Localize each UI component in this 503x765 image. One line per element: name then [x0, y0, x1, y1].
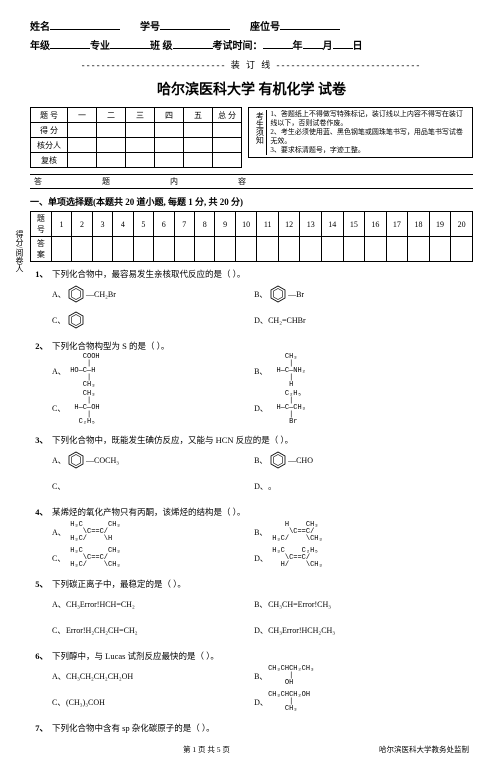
option: D、CH₂=CHBr — [254, 308, 456, 332]
option: B、CH₃CH=Error!CH₃ — [254, 592, 456, 616]
question: 2、下列化合物构型为 S 的是（ ）。 — [30, 340, 473, 352]
option: C、 H₃C CH₃ \C==C/ H₃C/ \CH₃ — [52, 546, 254, 570]
question: 1、下列化合物中，最容易发生亲核取代反应的是（ ）。 — [30, 268, 473, 280]
examtime-label: 考试时间： — [213, 37, 263, 52]
option: A、 COOH | HO—C—H | CH₃ — [52, 354, 254, 389]
grade-label: 年级 — [30, 37, 50, 52]
option: C、 CH₃ | H—C—OH | C₂H₅ — [52, 391, 254, 426]
option: C、Error!H₂CH₂CH=CH₂ — [52, 618, 254, 642]
id-label: 学号 — [140, 18, 160, 33]
page-number: 第 1 页 共 5 页 — [183, 744, 230, 755]
class-label: 班 级 — [150, 37, 173, 52]
seat-label: 座位号 — [250, 18, 280, 33]
option: C、 — [52, 474, 254, 498]
question: 5、下列碳正离子中，最稳定的是（ ）。 — [30, 578, 473, 590]
option: D、 C₂H₅ | H—C—CH₃ | Br — [254, 391, 456, 426]
question: 6、下列醇中，与 Lucas 试剂反应最快的是（ ）。 — [30, 650, 473, 662]
option: D、CH₃Error!HCH₂CH₃ — [254, 618, 456, 642]
name-blank — [50, 18, 120, 30]
option: B、 CH₃ | H—C—NH₂ | H — [254, 354, 456, 389]
score-table: 题 号 一 二 三 四 五 总 分 得 分 核分人 复核 — [30, 107, 242, 168]
name-label: 姓名 — [30, 18, 50, 33]
exam-notes: 考生须知 1、答题纸上不得做写特殊标记，装订线以上内容不得写在装订线以下，否则试… — [248, 107, 473, 158]
option: A、CH₃Error!HCH=CH₂ — [52, 592, 254, 616]
question: 7、下列化合物中含有 sp 杂化碳原子的是（ ）。 — [30, 722, 473, 734]
side-label: 得分/阅卷人 — [14, 230, 25, 272]
section-bar: 答 题 内 容 — [30, 174, 473, 189]
option: A、—CH₂Br — [52, 282, 254, 306]
id-blank — [160, 18, 230, 30]
answer-grid: 题号1234567891011121314151617181920 答案 — [30, 211, 473, 262]
question: 3、下列化合物中，既能发生碘仿反应，又能与 HCN 反应的是（ ）。 — [30, 434, 473, 446]
binding-line: ----------------------------- 装 订 线 ----… — [30, 58, 473, 71]
option: D、 H₃C C₂H₅ \C==C/ H/ \CH₃ — [254, 546, 456, 570]
option: B、—CHO — [254, 448, 456, 472]
section1-title: 一、单项选择题(本题共 20 道小题, 每题 1 分, 共 20 分) — [30, 191, 473, 211]
footer-org: 哈尔滨医科大学教务处监制 — [379, 744, 469, 755]
header-row-1: 姓名 学号 座位号 — [30, 18, 473, 33]
option: D、。 — [254, 474, 456, 498]
option: A、CH₃CH₂CH₂CH₂OH — [52, 664, 254, 688]
option: A、 H₃C CH₃ \C==C/ H₃C/ \H — [52, 520, 254, 544]
option: C、 — [52, 308, 254, 332]
major-label: 专业 — [90, 37, 110, 52]
page-footer: 第 1 页 共 5 页 哈尔滨医科大学教务处监制 — [30, 744, 473, 755]
option: D、CH₃CHCH₂OH | CH₃ — [254, 690, 456, 714]
option: B、CH₃CHCH₂CH₃ | OH — [254, 664, 456, 688]
seat-blank — [280, 18, 340, 30]
header-row-2: 年级 专业 班 级 考试时间： 年 月 日 — [30, 37, 473, 52]
page-title: 哈尔滨医科大学 有机化学 试卷 — [30, 79, 473, 99]
option: B、 H CH₃ \C==C/ H₃C/ \CH₃ — [254, 520, 456, 544]
option: B、—Br — [254, 282, 456, 306]
option: C、(CH₃)₃COH — [52, 690, 254, 714]
option: A、—COCH₃ — [52, 448, 254, 472]
question: 4、某烯烃的氧化产物只有丙酮，该烯烃的结构是（ ）。 — [30, 506, 473, 518]
